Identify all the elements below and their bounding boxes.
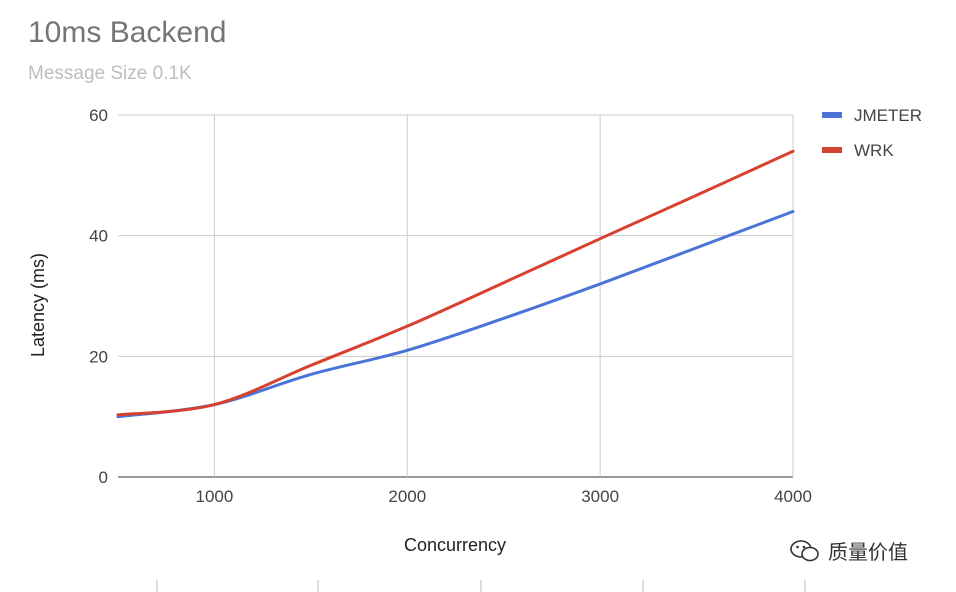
chart-title: 10ms Backend [28,16,227,49]
x-tick-label: 2000 [388,487,426,506]
legend-label-wrk: WRK [854,141,894,160]
y-tick-label: 40 [89,227,108,246]
tick-labels: 0 20 40 60 1000 2000 3000 4000 [89,106,812,506]
chart-subtitle: Message Size 0.1K [28,63,192,84]
legend: JMETER WRK [822,106,922,160]
bottom-tick-marks [156,580,806,592]
y-axis-title: Latency (ms) [28,253,48,357]
legend-swatch-wrk [822,147,842,153]
grid [118,114,794,478]
x-axis-title: Concurrency [404,535,506,555]
wechat-icon [790,539,819,561]
legend-swatch-jmeter [822,112,842,118]
series-lines [116,149,795,419]
y-tick-label: 0 [99,468,108,487]
x-tick-label: 1000 [196,487,234,506]
watermark-text: 质量价值 [828,540,908,564]
x-tick-label: 4000 [774,487,812,506]
legend-label-jmeter: JMETER [854,106,922,125]
series-line-jmeter [116,210,795,419]
y-tick-label: 60 [89,106,108,125]
x-tick-label: 3000 [581,487,619,506]
y-tick-label: 20 [89,347,108,366]
watermark: 质量价值 [790,536,908,565]
series-line-wrk [116,149,795,417]
